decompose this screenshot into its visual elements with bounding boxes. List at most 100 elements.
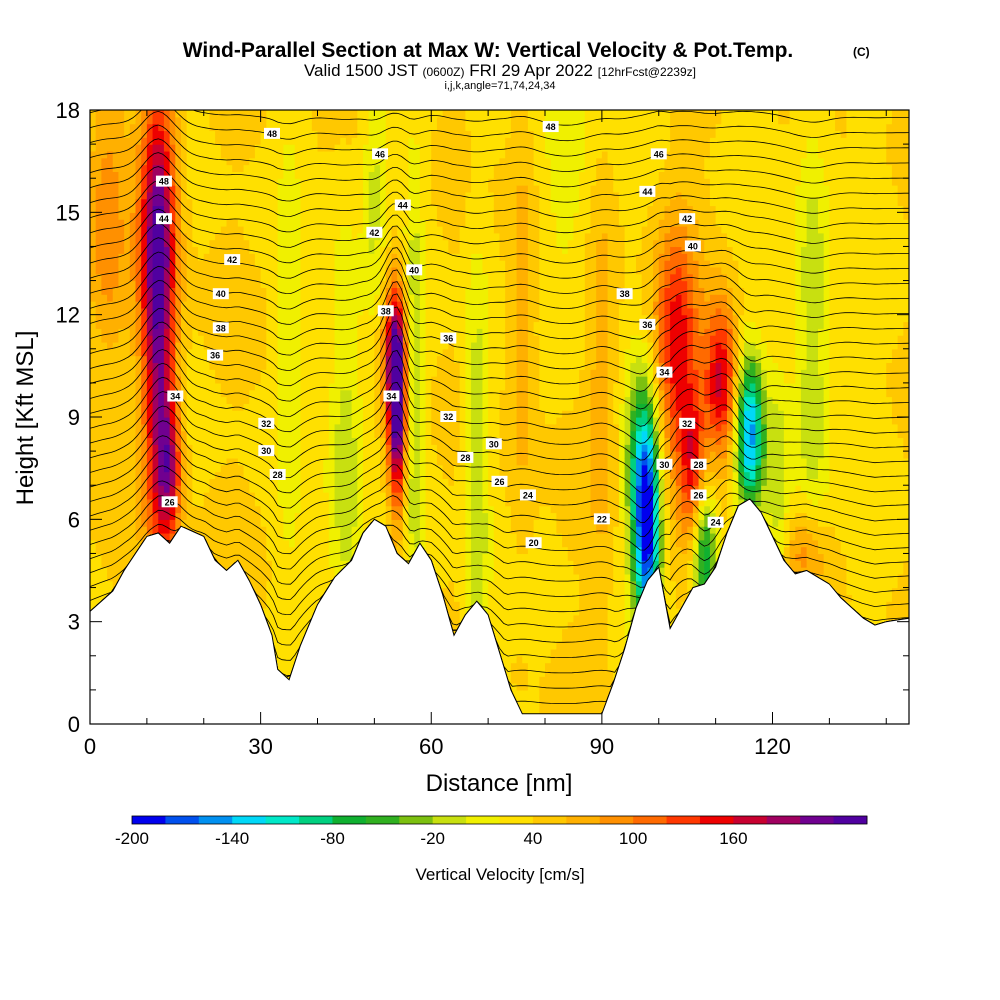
field-cell bbox=[226, 205, 233, 213]
field-cell bbox=[107, 587, 114, 595]
field-cell bbox=[419, 253, 427, 261]
field-cell bbox=[169, 239, 176, 248]
field-cell bbox=[363, 512, 370, 520]
field-cell bbox=[90, 253, 97, 261]
field-cell bbox=[232, 144, 239, 152]
field-cell bbox=[181, 205, 188, 213]
field-cell bbox=[181, 328, 188, 336]
field-cell bbox=[266, 321, 273, 329]
field-cell bbox=[323, 457, 330, 466]
field-cell bbox=[408, 157, 415, 166]
field-cell bbox=[357, 457, 364, 466]
field-cell bbox=[107, 130, 114, 138]
field-cell bbox=[442, 403, 449, 411]
field-cell bbox=[454, 608, 461, 616]
field-cell bbox=[442, 266, 449, 275]
field-cell bbox=[374, 444, 381, 452]
field-cell bbox=[283, 621, 290, 630]
field-cell bbox=[226, 191, 233, 200]
field-cell bbox=[277, 191, 284, 200]
field-cell bbox=[294, 266, 302, 275]
field-cell bbox=[340, 437, 347, 445]
field-cell bbox=[181, 362, 188, 370]
field-cell bbox=[215, 191, 222, 200]
field-cell bbox=[351, 410, 358, 418]
field-cell bbox=[334, 417, 341, 425]
field-cell bbox=[294, 410, 302, 418]
field-cell bbox=[90, 185, 97, 193]
field-cell bbox=[124, 110, 131, 118]
field-cell bbox=[181, 225, 188, 234]
field-cell bbox=[374, 273, 381, 282]
field-cell bbox=[283, 437, 290, 445]
field-cell bbox=[402, 137, 410, 145]
field-cell bbox=[340, 273, 347, 282]
field-cell bbox=[368, 123, 375, 132]
field-cell bbox=[112, 219, 120, 227]
field-cell bbox=[146, 464, 154, 473]
field-cell bbox=[300, 594, 307, 602]
field-cell bbox=[237, 396, 245, 404]
field-cell bbox=[459, 273, 466, 282]
field-cell bbox=[220, 348, 228, 357]
field-cell bbox=[192, 171, 199, 179]
field-cell bbox=[203, 294, 211, 302]
field-cell bbox=[192, 505, 199, 514]
field-cell bbox=[203, 116, 211, 125]
field-cell bbox=[181, 171, 188, 179]
field-cell bbox=[357, 505, 364, 514]
field-cell bbox=[311, 594, 319, 602]
field-cell bbox=[397, 150, 404, 159]
field-cell bbox=[454, 512, 461, 520]
field-cell bbox=[459, 512, 466, 520]
field-cell bbox=[380, 110, 387, 118]
field-cell bbox=[186, 260, 193, 268]
field-cell bbox=[471, 212, 478, 220]
field-cell bbox=[351, 266, 358, 275]
field-cell bbox=[454, 273, 461, 282]
field-cell bbox=[163, 532, 171, 541]
field-cell bbox=[306, 232, 313, 241]
field-cell bbox=[431, 553, 438, 561]
field-cell bbox=[118, 171, 125, 179]
field-cell bbox=[465, 335, 472, 343]
field-cell bbox=[158, 164, 165, 172]
field-cell bbox=[90, 403, 97, 411]
field-cell bbox=[192, 512, 199, 520]
field-cell bbox=[482, 410, 489, 418]
field-cell bbox=[232, 157, 239, 166]
field-cell bbox=[129, 246, 137, 254]
field-cell bbox=[129, 144, 137, 152]
field-cell bbox=[294, 382, 302, 391]
field-cell bbox=[323, 150, 330, 159]
field-cell bbox=[203, 253, 211, 261]
field-cell bbox=[101, 110, 108, 118]
field-cell bbox=[237, 417, 245, 425]
field-cell bbox=[289, 662, 296, 671]
field-cell bbox=[135, 539, 142, 548]
field-cell bbox=[323, 430, 330, 439]
field-cell bbox=[272, 260, 279, 268]
field-cell bbox=[90, 410, 97, 418]
field-cell bbox=[289, 546, 296, 555]
field-cell bbox=[465, 130, 472, 138]
field-cell bbox=[289, 423, 296, 432]
field-cell bbox=[323, 219, 330, 227]
field-cell bbox=[198, 137, 205, 145]
field-cell bbox=[328, 553, 336, 561]
field-cell bbox=[260, 580, 267, 589]
field-cell bbox=[294, 526, 302, 534]
field-cell bbox=[459, 567, 466, 575]
field-cell bbox=[90, 532, 97, 541]
field-cell bbox=[471, 369, 478, 377]
field-cell bbox=[334, 423, 341, 432]
field-cell bbox=[425, 219, 432, 227]
field-cell bbox=[454, 294, 461, 302]
field-cell bbox=[471, 512, 478, 520]
field-cell bbox=[237, 212, 245, 220]
field-cell bbox=[254, 116, 262, 125]
field-cell bbox=[454, 246, 461, 254]
field-cell bbox=[380, 164, 387, 172]
field-cell bbox=[459, 594, 466, 602]
field-cell bbox=[294, 403, 302, 411]
